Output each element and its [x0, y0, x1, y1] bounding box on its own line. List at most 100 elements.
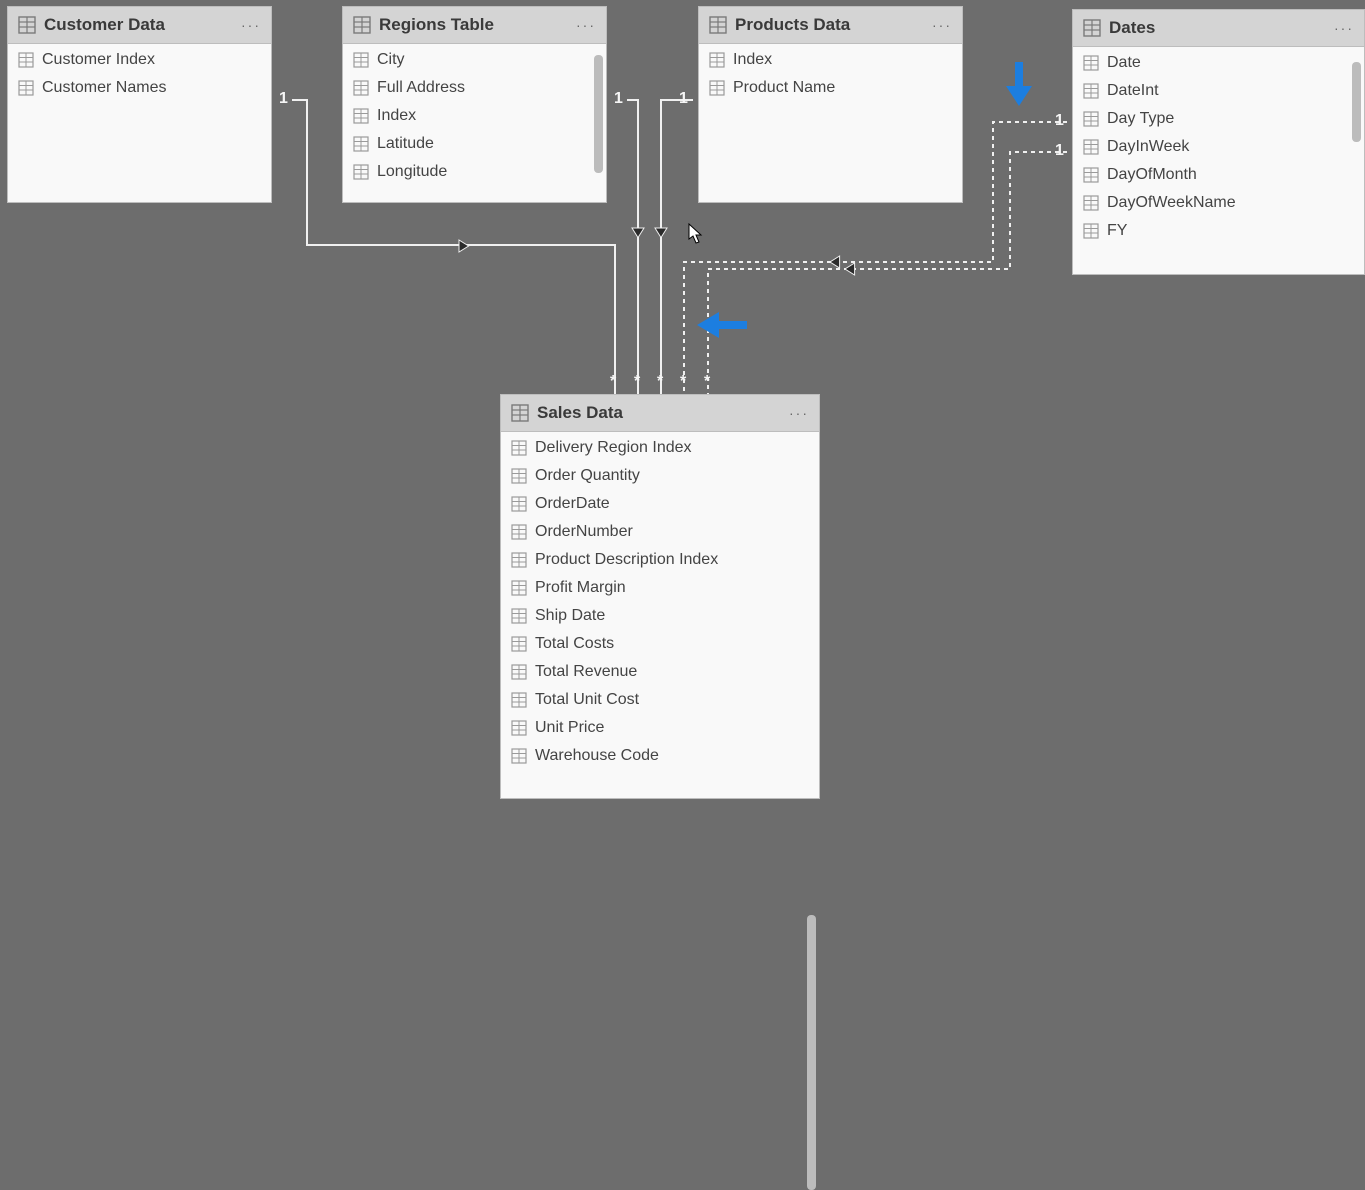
field-row[interactable]: Customer Index: [8, 46, 271, 74]
column-icon: [511, 524, 527, 540]
field-row[interactable]: DayOfWeekName: [1073, 189, 1364, 217]
table-menu-icon[interactable]: ···: [789, 405, 809, 421]
field-name: Index: [377, 107, 416, 125]
field-row[interactable]: Index: [343, 102, 606, 130]
field-row[interactable]: OrderNumber: [501, 518, 819, 546]
field-row[interactable]: OrderDate: [501, 490, 819, 518]
column-icon: [1083, 195, 1099, 211]
field-row[interactable]: Product Name: [699, 74, 962, 102]
field-name: Product Description Index: [535, 551, 718, 569]
field-name: Unit Price: [535, 719, 604, 737]
column-icon: [511, 552, 527, 568]
scrollbar-thumb[interactable]: [807, 915, 816, 1190]
table-title: Products Data: [735, 15, 850, 35]
table-title: Dates: [1109, 18, 1155, 38]
table-header[interactable]: Dates ···: [1073, 10, 1364, 47]
field-row[interactable]: Ship Date: [501, 602, 819, 630]
table-card-customer[interactable]: Customer Data ··· Customer Index Customer…: [7, 6, 272, 203]
cardinality-label: 1: [614, 90, 623, 108]
table-header[interactable]: Products Data ···: [699, 7, 962, 44]
column-icon: [511, 636, 527, 652]
table-card-products[interactable]: Products Data ··· Index Product Name: [698, 6, 963, 203]
field-name: Index: [733, 51, 772, 69]
field-name: Total Revenue: [535, 663, 637, 681]
field-row[interactable]: Longitude: [343, 158, 606, 186]
field-name: Date: [1107, 54, 1141, 72]
column-icon: [1083, 111, 1099, 127]
field-name: FY: [1107, 222, 1127, 240]
column-icon: [511, 440, 527, 456]
relationship-line[interactable]: [627, 100, 638, 394]
column-icon: [511, 720, 527, 736]
table-fields: Delivery Region Index Order Quantity Ord…: [501, 432, 819, 798]
column-icon: [353, 136, 369, 152]
field-name: Ship Date: [535, 607, 605, 625]
table-fields: Customer Index Customer Names: [8, 44, 271, 202]
table-title: Sales Data: [537, 403, 623, 423]
cardinality-label: *: [657, 373, 663, 391]
scrollbar-thumb[interactable]: [594, 55, 603, 173]
field-name: DayInWeek: [1107, 138, 1189, 156]
cardinality-label: 1: [279, 90, 288, 108]
table-card-dates[interactable]: Dates ··· Date DateInt Day Type DayInWeek…: [1072, 9, 1365, 275]
field-row[interactable]: Day Type: [1073, 105, 1364, 133]
column-icon: [353, 108, 369, 124]
table-menu-icon[interactable]: ···: [1334, 20, 1354, 36]
filter-direction-icon: [632, 228, 644, 238]
column-icon: [1083, 167, 1099, 183]
table-card-sales[interactable]: Sales Data ··· Delivery Region Index Orde…: [500, 394, 820, 799]
field-row[interactable]: Index: [699, 46, 962, 74]
column-icon: [511, 692, 527, 708]
table-card-regions[interactable]: Regions Table ··· City Full Address Index…: [342, 6, 607, 203]
table-icon: [1083, 19, 1101, 37]
table-menu-icon[interactable]: ···: [932, 17, 952, 33]
column-icon: [709, 52, 725, 68]
field-row[interactable]: City: [343, 46, 606, 74]
field-row[interactable]: Total Costs: [501, 630, 819, 658]
field-name: Full Address: [377, 79, 465, 97]
table-header[interactable]: Regions Table ···: [343, 7, 606, 44]
field-row[interactable]: Customer Names: [8, 74, 271, 102]
column-icon: [709, 80, 725, 96]
table-title: Regions Table: [379, 15, 494, 35]
field-row[interactable]: Order Quantity: [501, 462, 819, 490]
field-row[interactable]: DateInt: [1073, 77, 1364, 105]
field-row[interactable]: Total Unit Cost: [501, 686, 819, 714]
field-name: Warehouse Code: [535, 747, 659, 765]
field-row[interactable]: Unit Price: [501, 714, 819, 742]
field-row[interactable]: Latitude: [343, 130, 606, 158]
field-row[interactable]: Date: [1073, 49, 1364, 77]
field-row[interactable]: Product Description Index: [501, 546, 819, 574]
field-name: Product Name: [733, 79, 835, 97]
relationship-line[interactable]: [661, 100, 693, 394]
field-row[interactable]: FY: [1073, 217, 1364, 245]
annotation-arrow: [1006, 62, 1032, 106]
table-menu-icon[interactable]: ···: [241, 17, 261, 33]
field-name: Total Unit Cost: [535, 691, 639, 709]
field-row[interactable]: Profit Margin: [501, 574, 819, 602]
field-row[interactable]: DayInWeek: [1073, 133, 1364, 161]
cardinality-label: *: [610, 373, 616, 391]
field-name: DateInt: [1107, 82, 1159, 100]
field-name: Latitude: [377, 135, 434, 153]
table-header[interactable]: Sales Data ···: [501, 395, 819, 432]
mouse-cursor: [688, 223, 704, 245]
annotation-arrow: [697, 312, 747, 338]
scrollbar-thumb[interactable]: [1352, 62, 1361, 142]
table-menu-icon[interactable]: ···: [576, 17, 596, 33]
field-row[interactable]: DayOfMonth: [1073, 161, 1364, 189]
table-title: Customer Data: [44, 15, 165, 35]
cardinality-label: *: [634, 373, 640, 391]
column-icon: [353, 52, 369, 68]
field-name: Longitude: [377, 163, 447, 181]
field-name: DayOfWeekName: [1107, 194, 1236, 212]
field-row[interactable]: Delivery Region Index: [501, 434, 819, 462]
table-header[interactable]: Customer Data ···: [8, 7, 271, 44]
filter-direction-icon: [830, 256, 840, 268]
field-row[interactable]: Full Address: [343, 74, 606, 102]
filter-direction-icon: [845, 263, 855, 275]
field-row[interactable]: Warehouse Code: [501, 742, 819, 770]
table-fields: City Full Address Index Latitude Longitu…: [343, 44, 606, 202]
field-row[interactable]: Total Revenue: [501, 658, 819, 686]
column-icon: [511, 468, 527, 484]
